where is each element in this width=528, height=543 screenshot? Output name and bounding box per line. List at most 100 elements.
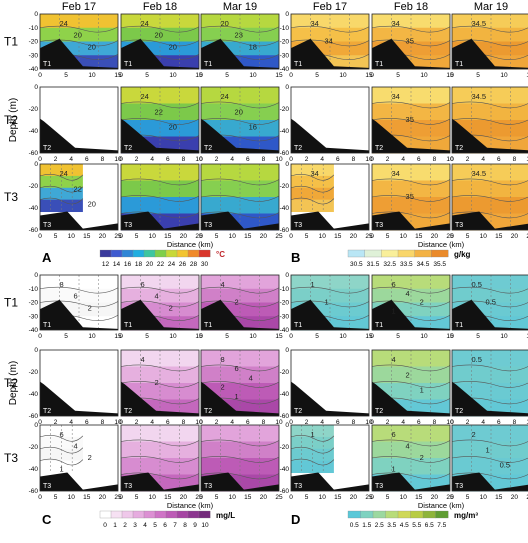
depth-axis-label: Depth (m) <box>8 361 19 405</box>
section-panel-frame <box>39 163 119 231</box>
x-tick-label: 0 <box>450 333 454 340</box>
y-tick-label: -40 <box>29 327 39 334</box>
x-tick-label: 10 <box>249 72 257 79</box>
x-tick-label: 6 <box>336 156 340 163</box>
section-panel-frame <box>290 86 370 154</box>
seafloor-bathymetry <box>40 299 118 330</box>
x-tick-label: 4 <box>401 156 405 163</box>
x-tick-label: 5 <box>396 333 400 340</box>
colorbar-segment <box>110 249 123 258</box>
y-tick-label: -30 <box>29 52 39 59</box>
contour-band <box>452 425 528 442</box>
x-tick-label: 10 <box>446 419 454 426</box>
contour-value-label: 4 <box>155 292 159 301</box>
colorbar-tick-label: 3.5 <box>387 522 396 529</box>
x-tick-label: 2 <box>135 419 139 426</box>
x-tick-label: 10 <box>420 333 428 340</box>
x-tick-label: 10 <box>400 233 408 240</box>
section-panel-frame <box>290 424 370 492</box>
x-tick-label: 0 <box>450 72 454 79</box>
contour-line <box>120 381 200 388</box>
y-tick-label: -20 <box>280 39 290 46</box>
contour-line <box>200 381 280 388</box>
contour-value-label: 24 <box>141 19 149 28</box>
x-tick-label: 5 <box>64 72 68 79</box>
panel-transect-tag: T2 <box>43 408 51 415</box>
contour-line <box>451 439 528 447</box>
y-tick-label: -60 <box>29 488 39 495</box>
panel-transect-tag: T2 <box>43 145 51 152</box>
contour-value-label: 20 <box>169 123 177 132</box>
contour-band <box>452 350 528 367</box>
section-panel-frame <box>120 349 200 417</box>
colorbar-tick-label: 28 <box>190 261 198 268</box>
x-tick-label: 5 <box>315 72 319 79</box>
panel-transect-tag: T3 <box>43 222 51 229</box>
colorbar-segment <box>187 510 200 519</box>
seafloor-bathymetry <box>40 211 118 230</box>
colorbar-tick-label: 33.5 <box>400 261 413 268</box>
x-tick-label: 25 <box>195 233 203 240</box>
contour-value-label: 6 <box>392 280 396 289</box>
seafloor-bathymetry <box>372 472 450 491</box>
y-tick-label: -40 <box>29 466 39 473</box>
x-tick-label: 15 <box>495 233 503 240</box>
x-tick-label: 10 <box>319 494 327 501</box>
colorbar-tick-label: 2.5 <box>375 522 384 529</box>
panel-transect-tag: T3 <box>375 483 383 490</box>
x-tick-label: 8 <box>352 419 356 426</box>
y-tick-label: -30 <box>29 313 39 320</box>
contour-value-label: 6 <box>60 430 64 439</box>
x-tick-label: 0 <box>38 333 42 340</box>
contour-value-label: 34 <box>392 19 400 28</box>
seafloor-bathymetry <box>201 211 279 230</box>
y-tick-label: 0 <box>34 11 38 18</box>
colorbar-segment <box>176 249 189 258</box>
colorbar-tick-label: 3 <box>133 522 137 529</box>
colorbar-tick-label: 14 <box>113 261 121 268</box>
x-tick-label: 15 <box>275 72 283 79</box>
seafloor-bathymetry <box>372 381 450 416</box>
seafloor-bathymetry <box>121 472 199 491</box>
transect-label: T1 <box>4 35 18 49</box>
x-tick-label: 5 <box>476 72 480 79</box>
contour-value-label: 2 <box>88 453 92 462</box>
contour-value-label: 4 <box>406 442 410 451</box>
x-tick-label: 20 <box>260 494 268 501</box>
contour-value-label: 22 <box>74 184 82 193</box>
y-tick-label: -20 <box>29 183 39 190</box>
colorbar-tick-label: 22 <box>157 261 165 268</box>
y-tick-label: -20 <box>29 39 39 46</box>
colorbar-segment <box>435 510 449 519</box>
contour-line <box>451 118 528 125</box>
contour-line <box>39 185 84 193</box>
x-tick-label: 6 <box>417 419 421 426</box>
x-tick-label: 25 <box>365 494 373 501</box>
contour-value-label: 8 <box>221 355 225 364</box>
x-tick-label: 25 <box>114 233 122 240</box>
x-tick-label: 15 <box>415 494 423 501</box>
section-panel-frame <box>200 163 280 231</box>
y-tick-label: -20 <box>280 444 290 451</box>
contour-value-label: 1 <box>325 298 329 307</box>
colorbar-tick-label: 35.5 <box>433 261 446 268</box>
x-axis-label: Distance (km) <box>418 240 465 249</box>
contour-line <box>120 178 200 186</box>
x-tick-label: 0 <box>370 233 374 240</box>
x-tick-label: 0 <box>119 494 123 501</box>
contour-value-label: 20 <box>221 19 229 28</box>
panel-transect-tag: T3 <box>204 483 212 490</box>
panel-letter: D <box>291 512 300 527</box>
section-panel-frame <box>39 349 119 417</box>
y-tick-label: -40 <box>29 205 39 212</box>
colorbar-segment <box>165 510 178 519</box>
x-tick-label: 10 <box>365 419 373 426</box>
x-tick-label: 6 <box>417 156 421 163</box>
section-panel-frame <box>120 13 200 70</box>
x-tick-label: 2 <box>135 156 139 163</box>
x-tick-label: 6 <box>497 419 501 426</box>
contour-line <box>200 472 280 480</box>
panel-transect-tag: T1 <box>43 61 51 68</box>
x-tick-label: 10 <box>500 333 508 340</box>
contour-value-label: 24 <box>60 169 68 178</box>
